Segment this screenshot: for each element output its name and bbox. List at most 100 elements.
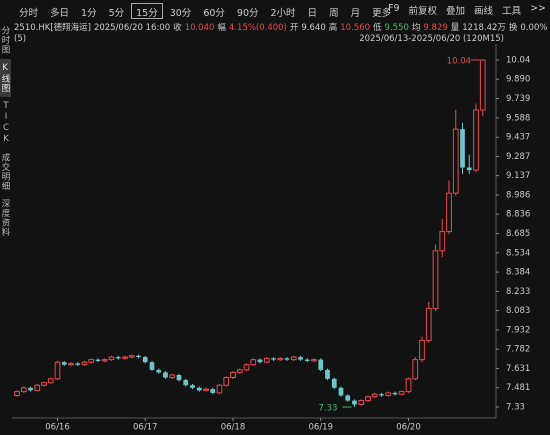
field-value: 9.829 — [423, 23, 448, 33]
candle-body — [345, 395, 351, 401]
date-range: 2025/06/13-2025/06/20 (120M15) — [359, 34, 504, 44]
candle-body — [398, 391, 405, 395]
candle-body — [210, 389, 216, 393]
tool-button[interactable]: F9 — [388, 3, 400, 14]
field-value: 9.640 — [301, 23, 326, 33]
candle-body — [460, 129, 465, 168]
side-tabs: 分时图 K线图 TICK 成交明细深度资料 — [0, 22, 11, 241]
toolbar-right: F9 前复权 叠加 画线 工具 >> — [379, 3, 546, 17]
candle-body — [352, 400, 357, 405]
side-tab[interactable]: 分时图 — [0, 26, 10, 55]
x-tick-label: 06/20 — [396, 423, 421, 433]
candle-body — [115, 357, 121, 359]
candle-body — [28, 387, 33, 391]
candle-body — [338, 387, 344, 396]
y-tick-label: 8.836 — [506, 210, 530, 220]
field-label: 幅 — [217, 23, 226, 33]
y-tick-label: 8.534 — [506, 248, 530, 258]
candle-body — [61, 362, 67, 365]
candle-body — [223, 377, 230, 386]
y-tick-label: 7.782 — [506, 345, 530, 355]
tab[interactable]: 60分 — [203, 8, 225, 19]
tool-button[interactable]: 工具 — [502, 6, 522, 17]
tab[interactable]: 日 — [307, 8, 318, 19]
y-tick-label: 7.631 — [506, 364, 530, 374]
y-tick-label: 8.986 — [506, 190, 530, 200]
candle-body — [379, 394, 384, 396]
field-label: 开 — [289, 23, 299, 33]
x-tick-label: 06/16 — [45, 423, 70, 433]
side-tab[interactable]: K线图 — [0, 58, 11, 97]
side-tab[interactable]: TICK — [1, 100, 11, 145]
field-value: 4.15%(0.400) — [228, 23, 287, 33]
candle-body — [169, 374, 176, 379]
candle-body — [190, 385, 195, 388]
field-label: 收 — [173, 23, 182, 33]
toolbar: 分时 多日 1分 5分 15分 30分 60分 90分 2小时日周月更多 — [14, 3, 550, 19]
side-tab[interactable]: 深度资料 — [0, 198, 10, 237]
tool-button[interactable]: 叠加 — [446, 6, 466, 17]
candle-body — [385, 392, 392, 396]
x-tick-label: 06/17 — [133, 423, 158, 433]
tab[interactable]: 更多 — [372, 8, 392, 19]
field-value: 9.550 — [384, 23, 409, 33]
candle-body — [203, 388, 209, 391]
tab[interactable]: 周 — [329, 8, 339, 19]
candle-body — [318, 359, 324, 370]
candle-body — [156, 369, 162, 373]
candle-body — [446, 192, 452, 233]
candle-body — [365, 396, 371, 402]
candle-body — [419, 339, 425, 361]
annotation: 7.33 — [319, 404, 338, 414]
candle-body — [250, 359, 257, 366]
candle-body — [108, 356, 115, 361]
candle-body — [230, 371, 236, 379]
candle-body — [95, 359, 101, 361]
y-tick-label: 9.890 — [506, 75, 530, 85]
tab[interactable]: 1分 — [81, 8, 97, 19]
candle-body — [75, 363, 81, 365]
tool-button[interactable]: 画线 — [474, 6, 494, 17]
y-tick-label: 9.739 — [506, 94, 530, 104]
candle-body — [311, 359, 317, 362]
field-value: 10.040 — [184, 23, 215, 33]
candle-body — [412, 359, 419, 380]
candle-body — [277, 357, 284, 361]
candle-body — [34, 384, 41, 391]
candle-body — [257, 359, 263, 363]
candle-body — [68, 362, 74, 366]
tab[interactable]: 5分 — [108, 8, 125, 19]
field-label: 换 — [508, 23, 518, 33]
y-tick-label: 8.685 — [506, 229, 530, 239]
tab[interactable]: 90分 — [236, 8, 259, 19]
candle-body — [439, 231, 446, 252]
candle-body — [392, 392, 398, 395]
tab[interactable]: 月 — [350, 8, 361, 19]
candle-body — [325, 369, 330, 379]
y-tick-label: 8.384 — [506, 268, 530, 278]
tab[interactable]: 多日 — [50, 8, 70, 19]
candle-body — [243, 364, 250, 371]
annotation: 10.04 — [447, 57, 471, 67]
candle-body — [128, 355, 135, 358]
candle-body — [14, 391, 20, 396]
candle-body — [290, 356, 297, 361]
candle-body — [331, 378, 337, 388]
y-tick-label: 7.932 — [506, 325, 530, 335]
side-tab[interactable]: 成交明细 — [0, 152, 10, 191]
tab[interactable]: 15分 — [131, 3, 163, 19]
y-tick-label: 7.481 — [506, 383, 530, 393]
tab[interactable]: 30分 — [169, 8, 192, 19]
candle-body — [425, 307, 432, 341]
tool-button[interactable]: 前复权 — [408, 6, 438, 17]
tool-button[interactable]: >> — [530, 3, 546, 14]
candle-body — [479, 59, 486, 111]
candle-body — [176, 374, 182, 381]
candle-body — [47, 378, 54, 384]
time: 2025/06/20 16:00 — [93, 23, 171, 33]
tab[interactable]: 分时 — [19, 8, 39, 19]
candle-body — [122, 356, 128, 359]
tab[interactable]: 2小时 — [270, 8, 296, 19]
candle-body — [88, 359, 95, 363]
